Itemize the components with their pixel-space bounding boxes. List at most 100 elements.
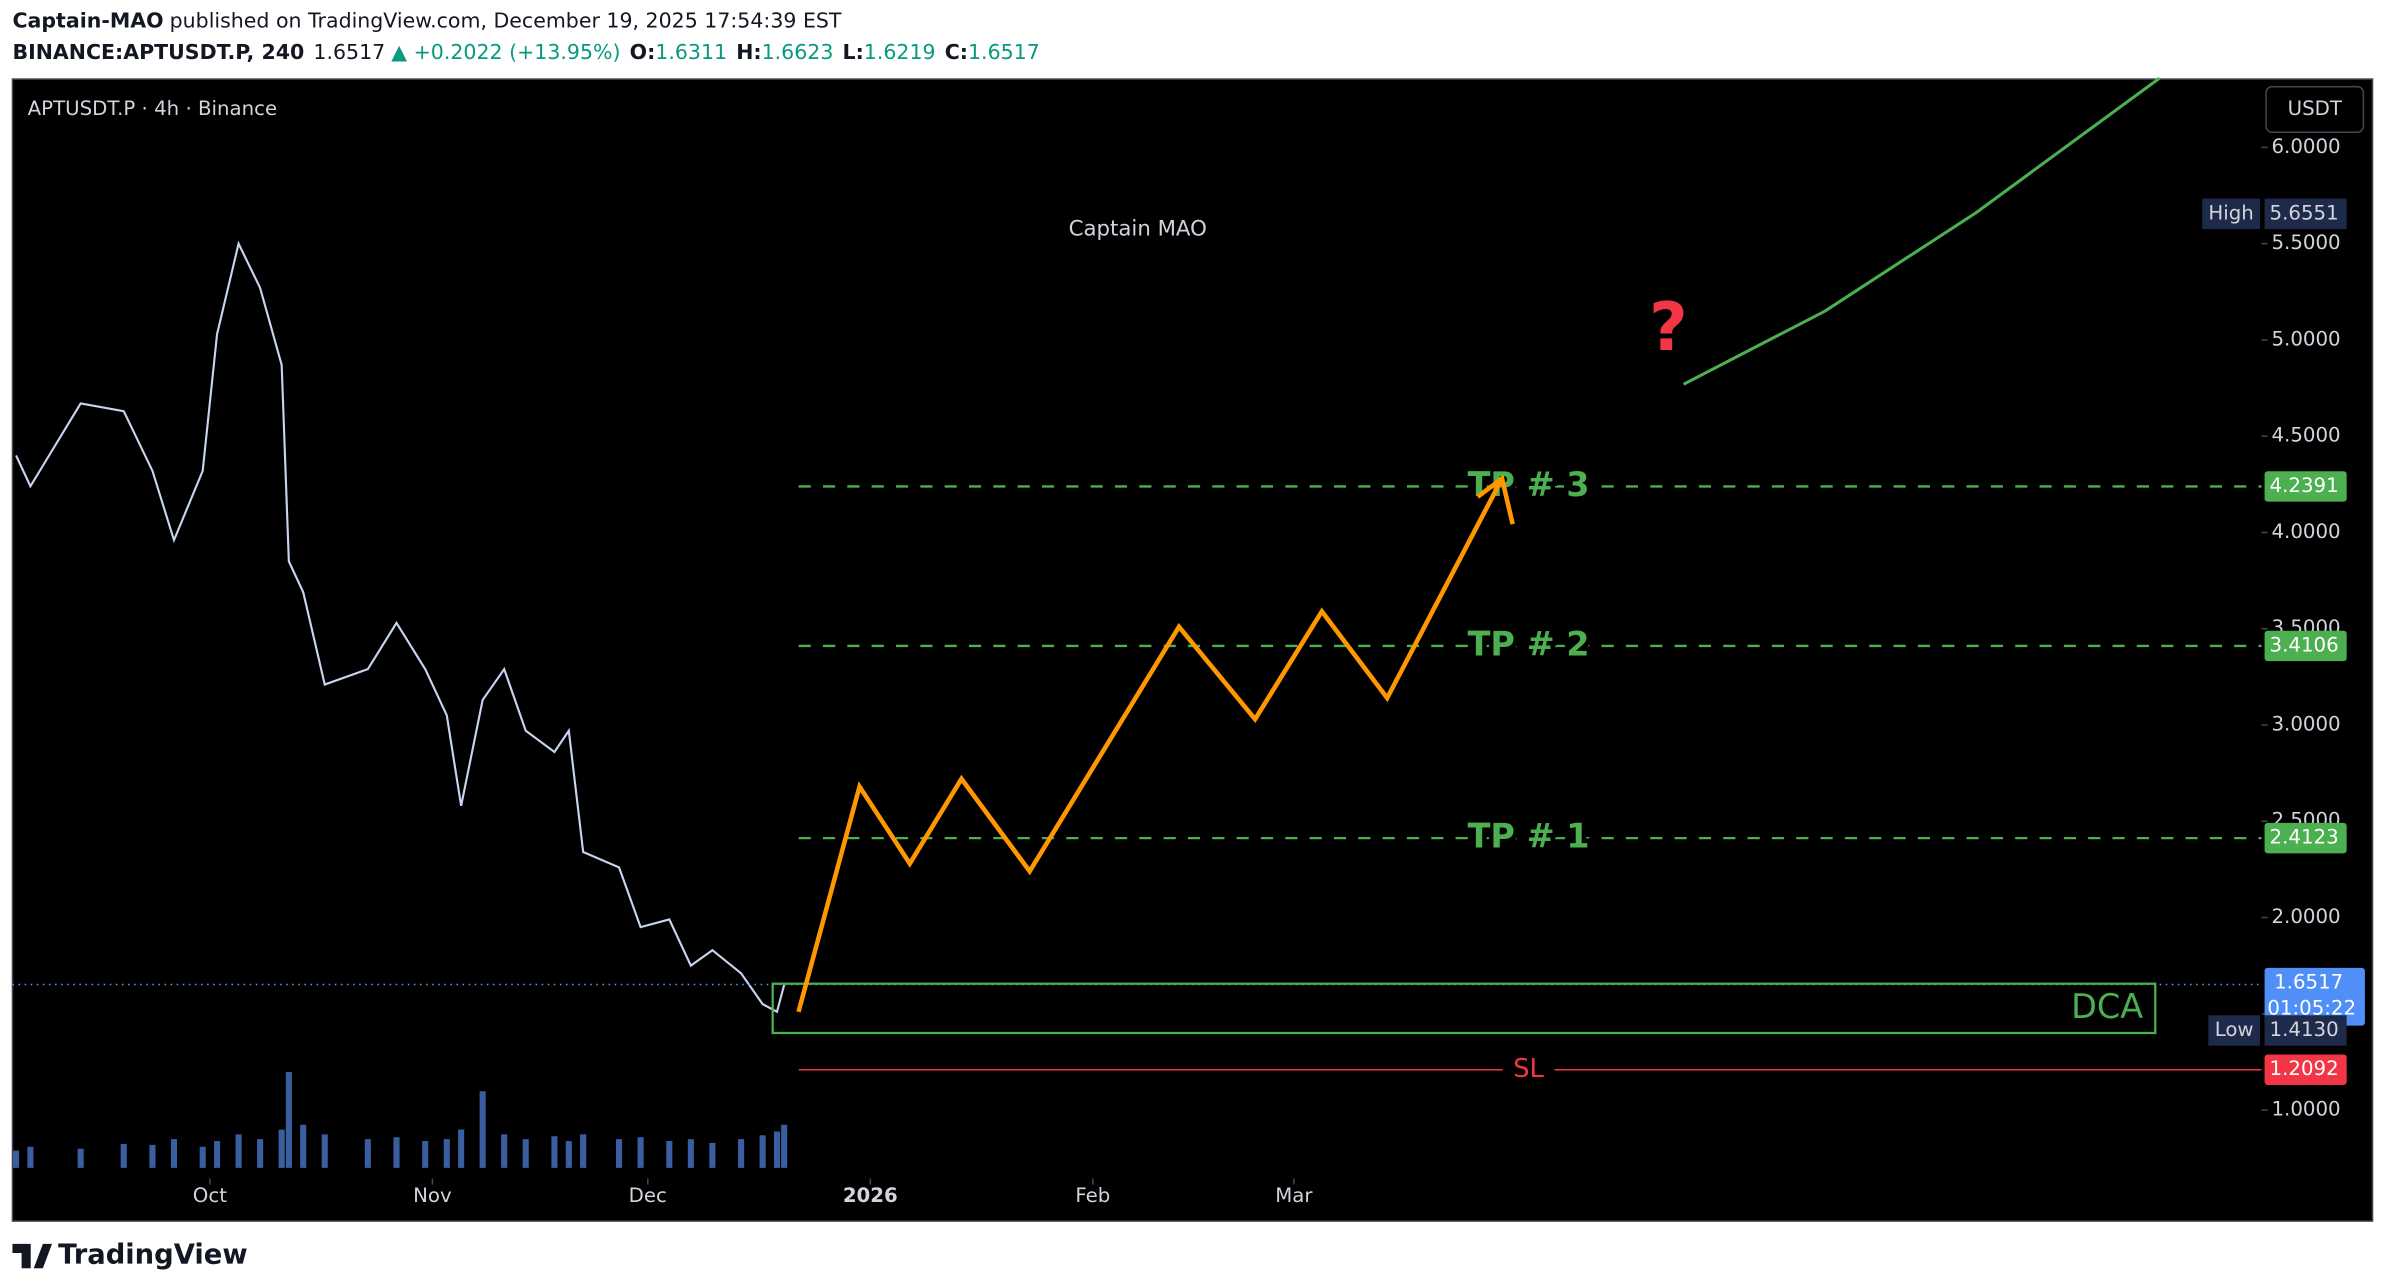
price-tag bbox=[2264, 630, 2347, 662]
chart-pane bbox=[11, 78, 2374, 1222]
x-tick-label: Nov bbox=[413, 1184, 452, 1207]
published: published on TradingView.com, December 1… bbox=[170, 8, 842, 32]
volume-bar bbox=[759, 1135, 766, 1168]
high-tag bbox=[2264, 198, 2347, 230]
volume-bar bbox=[300, 1124, 307, 1168]
dca-label: DCA bbox=[2071, 987, 2143, 1026]
volume-bar bbox=[321, 1134, 328, 1168]
arrow-head bbox=[1476, 474, 1515, 525]
volume-bar bbox=[422, 1141, 429, 1168]
volume-bar bbox=[565, 1141, 572, 1168]
watermark: Captain MAO bbox=[1069, 217, 1207, 242]
level-label: TP # 3 bbox=[1468, 465, 1590, 504]
logo-icon bbox=[12, 1243, 53, 1269]
logo: TradingView bbox=[12, 1240, 248, 1271]
symbol-line: BINANCE:APTUSDT.P, 240 1.6517 ▲ +0.2022 (+… bbox=[12, 40, 1039, 64]
high-name: High bbox=[2208, 201, 2253, 224]
y-tick-label: 2.0000 bbox=[2271, 905, 2340, 928]
ohlc-value: 1.6311 bbox=[655, 40, 727, 64]
unit-button[interactable] bbox=[2265, 85, 2365, 134]
y-tick-label: 6.0000 bbox=[2271, 135, 2340, 158]
high-name-bg bbox=[2202, 198, 2261, 230]
volume-bar bbox=[199, 1146, 206, 1168]
volume-bar bbox=[443, 1139, 450, 1168]
price-tag bbox=[2264, 1054, 2347, 1085]
ohlc-value: 1.6517 bbox=[968, 40, 1040, 64]
plot: 6.00005.50005.00004.50004.00003.50003.00… bbox=[12, 76, 2365, 1207]
volume-bar bbox=[13, 1150, 20, 1168]
volume-bar bbox=[27, 1146, 34, 1168]
low-value: 1.4130 bbox=[2270, 1018, 2339, 1041]
volume-bar bbox=[285, 1072, 292, 1168]
low-name-bg bbox=[2208, 1015, 2261, 1046]
price-line bbox=[15, 240, 786, 1014]
volume-bar bbox=[257, 1139, 264, 1168]
y-tick-label: 3.0000 bbox=[2271, 712, 2340, 735]
price-tag-label: 3.4106 bbox=[2270, 633, 2339, 656]
current-tag bbox=[2264, 967, 2365, 1026]
price-tag-label: 4.2391 bbox=[2270, 474, 2339, 497]
chart-title: APTUSDT.P · 4h · Binance bbox=[28, 97, 278, 120]
level-label: TP # 2 bbox=[1468, 624, 1590, 663]
high-value: 5.6551 bbox=[2270, 201, 2339, 224]
low-tag bbox=[2264, 1015, 2347, 1046]
author: Captain-MAO bbox=[12, 8, 163, 32]
low-name: Low bbox=[2215, 1018, 2254, 1041]
curve bbox=[1682, 76, 2161, 386]
projection bbox=[796, 477, 1505, 1013]
price-tag-label: 1.2092 bbox=[2270, 1057, 2339, 1080]
volume-bar bbox=[551, 1136, 558, 1168]
y-tick-label: 1.0000 bbox=[2271, 1098, 2340, 1121]
volume-bar bbox=[637, 1137, 644, 1168]
last-price: 1.6517 bbox=[313, 40, 385, 64]
dca-zone bbox=[771, 982, 2157, 1035]
volume-bar bbox=[479, 1091, 486, 1168]
volume-bar bbox=[666, 1141, 673, 1168]
unit-label[interactable]: USDT bbox=[2288, 97, 2343, 120]
y-tick-label: 5.5000 bbox=[2271, 231, 2340, 254]
price-tag bbox=[2264, 822, 2347, 854]
volume-bar bbox=[501, 1134, 508, 1168]
volume-bar bbox=[170, 1139, 178, 1168]
change: ▲ +0.2022 (+13.95%) bbox=[391, 40, 620, 64]
volume-bar bbox=[458, 1129, 465, 1168]
symbol: BINANCE:APTUSDT.P, 240 bbox=[12, 40, 304, 64]
ohlc-key: C: bbox=[945, 40, 968, 64]
volume-bar bbox=[580, 1134, 587, 1168]
volume-bar bbox=[235, 1134, 242, 1168]
volume-bar bbox=[77, 1148, 84, 1168]
volume-bar bbox=[773, 1131, 781, 1168]
ohlc-key: O: bbox=[630, 40, 656, 64]
x-tick-label: Feb bbox=[1075, 1184, 1110, 1207]
volume-bar bbox=[393, 1137, 400, 1168]
y-tick-label: 4.5000 bbox=[2271, 424, 2340, 447]
ohlc-value: 1.6219 bbox=[864, 40, 936, 64]
volume-bar bbox=[522, 1139, 529, 1168]
current-value: 1.6517 bbox=[2274, 971, 2343, 994]
header-line: Captain-MAO published on TradingView.com,… bbox=[12, 8, 841, 32]
volume-bar bbox=[687, 1139, 694, 1168]
ohlc-key: L: bbox=[843, 40, 864, 64]
x-tick-label: Oct bbox=[193, 1184, 227, 1207]
ohlc-key: H: bbox=[736, 40, 761, 64]
volume-bar bbox=[738, 1139, 745, 1168]
volume-bar bbox=[214, 1141, 221, 1168]
volume-bar bbox=[149, 1144, 156, 1168]
countdown: 01:05:22 bbox=[2267, 996, 2356, 1019]
volume-bar bbox=[616, 1139, 623, 1168]
volume-bar bbox=[278, 1129, 285, 1168]
price-tag bbox=[2264, 471, 2347, 502]
volume-bar bbox=[120, 1143, 127, 1168]
price-tag-label: 2.4123 bbox=[2270, 826, 2339, 849]
level-label: SL bbox=[1513, 1054, 1544, 1084]
annotation: ? bbox=[1649, 288, 1688, 366]
x-tick-label: 2026 bbox=[843, 1184, 898, 1207]
x-tick-label: Dec bbox=[629, 1184, 667, 1207]
y-tick-label: 5.0000 bbox=[2271, 327, 2340, 350]
level-label: TP # 1 bbox=[1468, 817, 1590, 856]
y-tick-label: 4.0000 bbox=[2271, 520, 2340, 543]
volume-bar bbox=[781, 1124, 788, 1168]
ohlc-value: 1.6623 bbox=[762, 40, 834, 64]
